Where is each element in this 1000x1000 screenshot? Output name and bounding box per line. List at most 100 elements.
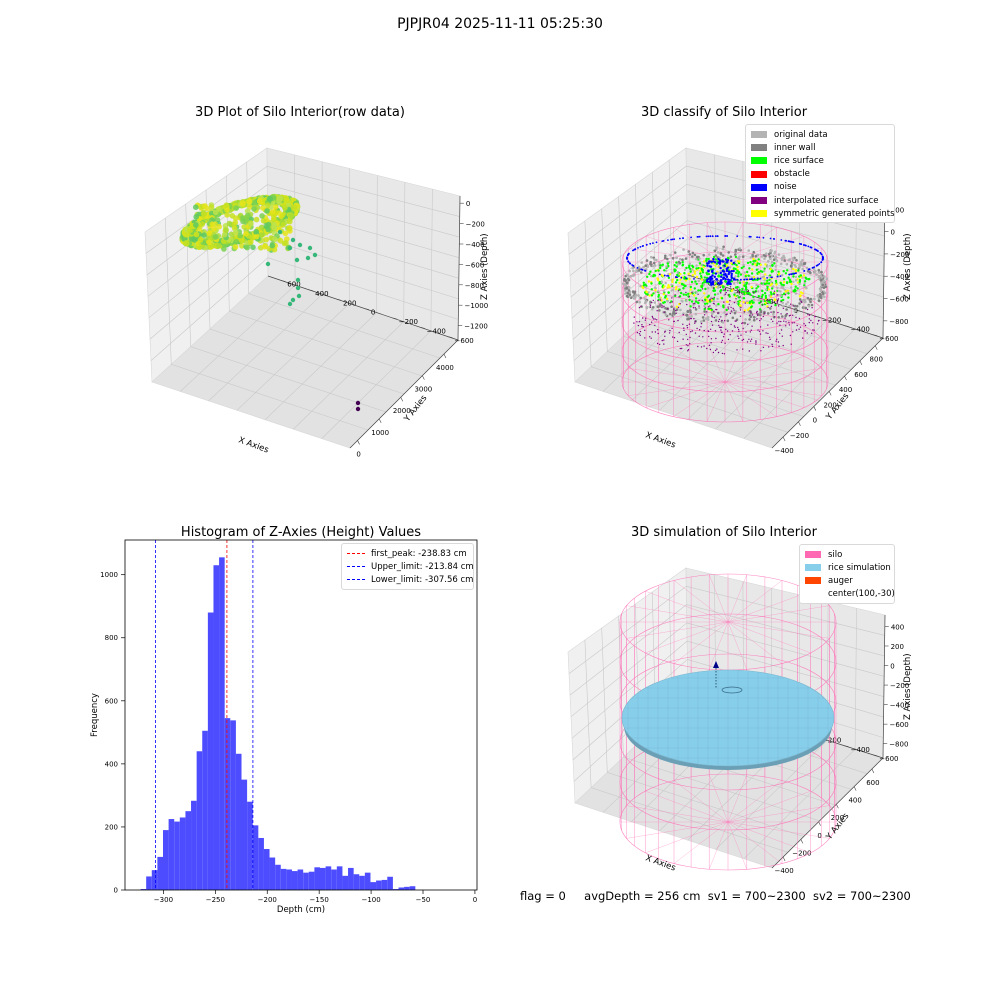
panel2-y-tick-label: −400 — [851, 326, 870, 334]
panel2-silo-spoke — [628, 381, 726, 396]
panel4-z-tick-label: −600 — [889, 721, 908, 729]
panel1-point — [183, 240, 190, 247]
panel2-z-tick-label: −400 — [890, 273, 909, 281]
panel1-point — [233, 205, 239, 211]
panel1-point — [244, 244, 250, 251]
panel1-y-tick — [364, 308, 369, 310]
legend-item-rice-simulation: rice simulation — [805, 561, 891, 574]
panel1-point — [193, 231, 200, 238]
panel1-point — [287, 218, 293, 225]
legend-swatch — [751, 131, 767, 139]
panel2-y-tick — [815, 316, 821, 318]
panel1-grid-z — [145, 165, 460, 254]
panel2-grid-x — [652, 172, 852, 370]
panel1-x-tick — [357, 440, 360, 445]
panel1-point — [282, 205, 288, 211]
panel1-point — [216, 223, 222, 230]
panel2-wall-point — [766, 312, 770, 315]
panel2-silo-spoke — [724, 222, 744, 263]
panel1-grid-z — [150, 257, 459, 361]
legend-swatch — [751, 197, 767, 205]
panel1-point — [258, 232, 265, 238]
legend-item-interpolated: interpolated rice surface — [751, 194, 889, 207]
panel2-silo-spoke — [673, 347, 726, 383]
panel1-point — [201, 232, 207, 238]
status-footer: flag = 0 avgDepth = 256 cm sv1 = 700~230… — [520, 889, 911, 903]
panel1-point — [237, 232, 243, 239]
panel1-point — [264, 208, 270, 214]
panel1-y-tick-label: 400 — [315, 290, 328, 298]
panel1-point — [272, 204, 279, 210]
panel1-x-tick-label: 4000 — [436, 364, 454, 372]
legend-item-upper-limit: Upper_limit: -213.84 cm — [347, 560, 474, 573]
legend-item-silo: silo — [805, 548, 889, 561]
panel4-x-tick — [853, 786, 857, 791]
panel1-point — [260, 218, 267, 224]
avg-depth-value: avgDepth = 256 cm — [584, 889, 701, 903]
panel4-y-tick-label: −600 — [879, 755, 898, 763]
panel1-y-tick-label: 0 — [371, 309, 375, 317]
legend-swatch — [751, 183, 767, 191]
panel2-y-tick-label: 200 — [765, 298, 778, 306]
panel2-silo-spoke — [724, 342, 744, 383]
panel1-point — [272, 236, 278, 243]
panel4-x-tick-label: −200 — [792, 849, 811, 857]
panel1-point — [307, 245, 313, 251]
panel2-silo-spoke — [724, 356, 804, 383]
panel1-point — [248, 221, 254, 227]
panel1-z-tick-label: −1200 — [464, 323, 488, 331]
panel4-z-tick-label: 400 — [891, 623, 904, 631]
legend-item-noise: noise — [751, 181, 889, 194]
panel1-point — [263, 236, 270, 243]
panel1-point — [243, 231, 249, 237]
panel2-grid-z — [572, 238, 884, 340]
panel1-point — [276, 195, 283, 202]
panel1-outlier-point — [355, 400, 361, 406]
panel2-x-tick-label: −200 — [790, 432, 809, 440]
panel1-point — [208, 204, 215, 210]
panel2-silo-spoke — [673, 381, 726, 417]
panel1-point — [193, 222, 199, 228]
panel1-point — [216, 242, 222, 249]
panel1-point — [232, 219, 239, 226]
panel1-x-tick-label: 0 — [356, 450, 360, 458]
panel1-point — [287, 212, 295, 219]
panel4-x-tick-label: 600 — [866, 779, 879, 787]
panel2-x-tick-label: 0 — [813, 417, 817, 425]
panel1-x-tick-label: 1000 — [371, 429, 389, 437]
legend-swatch — [751, 157, 767, 165]
panel1-point — [261, 244, 268, 250]
panel2-x-tick — [844, 375, 847, 381]
panel2-x-tick — [782, 436, 786, 442]
panel1-point — [182, 231, 190, 238]
panel2-y-tick — [844, 325, 849, 327]
panel4-x-tick — [800, 839, 804, 844]
panel2-silo-spoke — [673, 261, 726, 297]
legend-swatch — [751, 144, 767, 152]
panel2-wall-point — [810, 303, 814, 307]
panel2-silo-spoke — [646, 236, 726, 263]
panel4-zlabel: Z Axies (Depth) — [903, 653, 913, 720]
panel2-z-tick-label: 0 — [890, 229, 894, 237]
panel1-x-tick — [400, 397, 404, 402]
panel4-x-tick — [818, 821, 821, 826]
panel1-point — [250, 244, 256, 251]
panel1-point — [270, 209, 276, 215]
panel1-title: 3D Plot of Silo Interior(row data) — [195, 105, 405, 120]
panel1-point — [216, 206, 222, 212]
panel1-grid-x — [185, 203, 387, 413]
panel1-point — [221, 231, 228, 238]
panel1-point — [245, 212, 251, 219]
panel2-x-tick-label: 200 — [823, 401, 836, 409]
legend-line — [347, 553, 365, 555]
panel2-x-tick-label: 600 — [854, 371, 867, 379]
panel1-point — [224, 206, 230, 213]
panel1-point — [312, 252, 318, 258]
panel2-legend: original data inner wall rice surface ob… — [745, 124, 895, 224]
panel4-title: 3D simulation of Silo Interior — [631, 525, 818, 540]
panel1-point — [238, 238, 245, 244]
panel1-point — [193, 204, 199, 210]
panel1-point — [240, 218, 246, 225]
panel2-x-axis — [771, 337, 884, 449]
